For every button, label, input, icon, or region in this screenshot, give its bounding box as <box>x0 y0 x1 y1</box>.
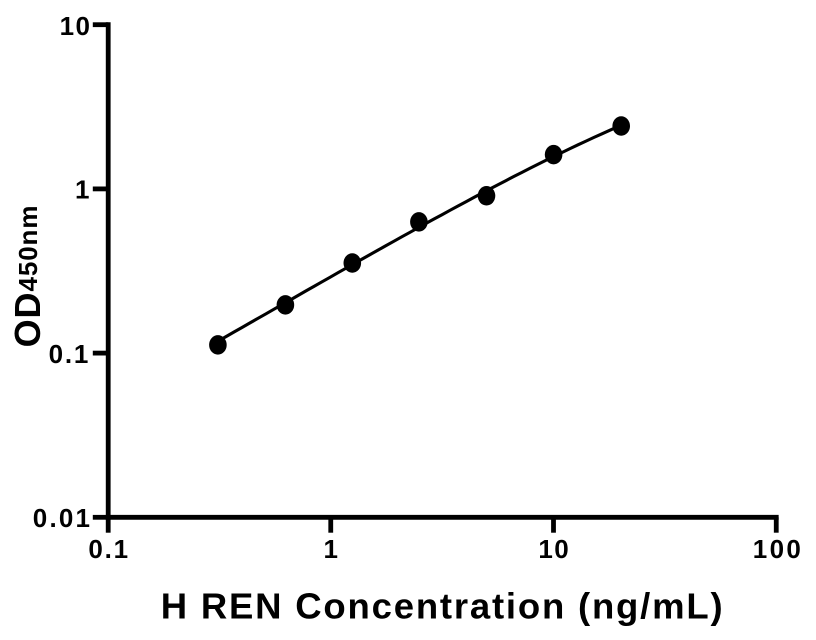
svg-text:10: 10 <box>60 11 92 41</box>
svg-text:1: 1 <box>75 175 89 205</box>
svg-text:0.1: 0.1 <box>49 339 91 369</box>
svg-text:0.01: 0.01 <box>33 503 92 533</box>
svg-text:100: 100 <box>753 534 804 564</box>
svg-text:H REN Concentration (ng/mL): H REN Concentration (ng/mL) <box>161 585 725 626</box>
svg-text:OD450nm: OD450nm <box>7 205 48 348</box>
svg-text:1: 1 <box>324 534 338 564</box>
svg-text:0.1: 0.1 <box>88 534 130 564</box>
svg-text:10: 10 <box>538 534 570 564</box>
